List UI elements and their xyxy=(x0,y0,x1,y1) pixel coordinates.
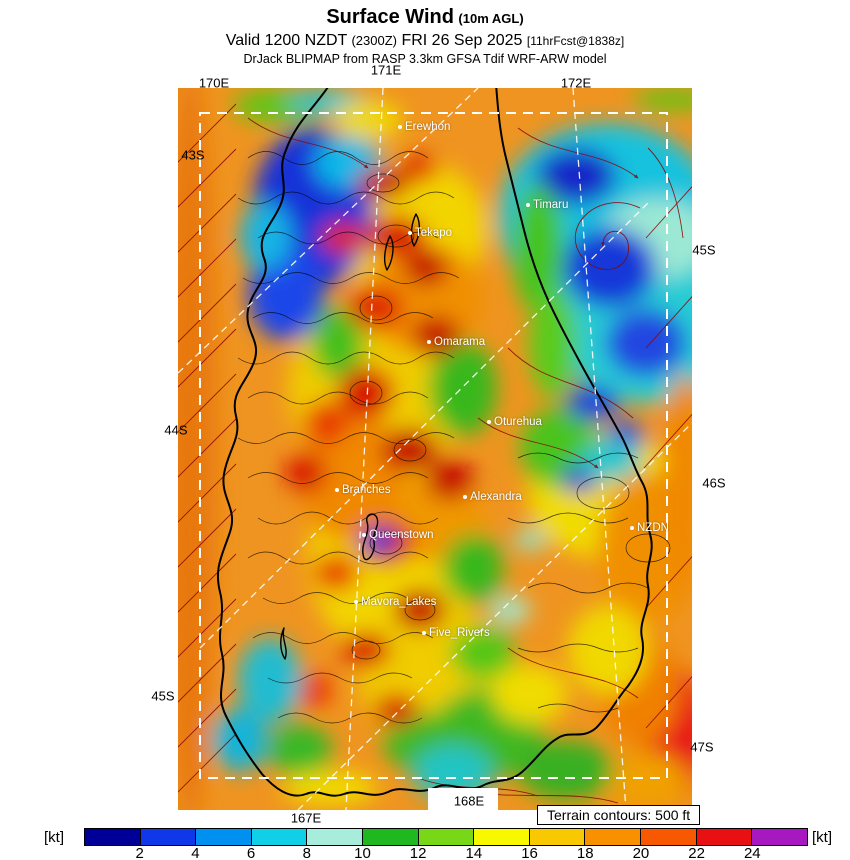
valid-date: FRI 26 Sep 2025 xyxy=(401,32,523,49)
colorbar-segment-12 xyxy=(696,829,753,845)
colorbar-tick-22: 22 xyxy=(688,845,705,860)
colorbar-segment-6 xyxy=(363,829,419,845)
colorbar-tick-16: 16 xyxy=(521,845,538,860)
colorbar-segment-10 xyxy=(585,829,642,845)
page-title: Surface Wind xyxy=(326,6,454,28)
title-line: Surface Wind (10m AGL) xyxy=(0,5,850,30)
colorbar-segment-9 xyxy=(529,829,586,845)
colorbar-segment-2 xyxy=(140,829,197,845)
header: Surface Wind (10m AGL) Valid 1200 NZDT (… xyxy=(0,5,850,68)
colorbar-segment-4 xyxy=(251,829,308,845)
colorbar-segment-3 xyxy=(196,829,252,845)
axis-label-46s-7: 46S xyxy=(702,475,726,491)
colorbar-segment-13 xyxy=(752,829,807,845)
colorbar-tick-6: 6 xyxy=(246,845,256,860)
colorbar-tick-20: 20 xyxy=(632,845,650,860)
colorbar-segment-7 xyxy=(418,829,475,845)
colorbar-segment-11 xyxy=(641,829,697,845)
unit-label-right: [kt] xyxy=(812,829,833,846)
map-notch xyxy=(428,788,498,810)
colorbar-tick-4: 4 xyxy=(191,845,200,860)
terrain-contours xyxy=(237,151,671,724)
colorbar-segment-8 xyxy=(474,829,530,845)
graticule xyxy=(178,88,692,810)
colorbar-tick-10: 10 xyxy=(354,845,371,860)
colorbar-tick-12: 12 xyxy=(409,845,427,860)
domain-boundary xyxy=(199,112,668,779)
colorbar-tick-24: 24 xyxy=(743,845,761,860)
model-line: DrJack BLIPMAP from RASP 3.3km GFSA Tdif… xyxy=(243,52,607,66)
coastline xyxy=(216,88,653,797)
forecast-hour: [11hrFcst@1838z] xyxy=(526,34,625,48)
wind-field-blobs xyxy=(178,88,692,810)
colorbar-tick-8: 8 xyxy=(302,845,311,860)
colorbar-segment-1 xyxy=(85,829,141,845)
terrain-note-text: Terrain contours: 500 ft xyxy=(547,807,691,823)
wind-map xyxy=(178,88,692,810)
unit-label-left: [kt] xyxy=(44,829,65,846)
colorbar-tick-18: 18 xyxy=(576,845,594,860)
wind-field-svg xyxy=(178,88,692,810)
colorbar-tick-2: 2 xyxy=(135,845,144,860)
valid-prefix: Valid 1200 NZDT xyxy=(225,32,348,49)
valid-zulu: (2300Z) xyxy=(351,33,397,48)
colorbar-segment-5 xyxy=(307,829,364,845)
valid-time-line: Valid 1200 NZDT (2300Z) FRI 26 Sep 2025 … xyxy=(0,31,850,51)
colorbar xyxy=(84,828,808,846)
page-title-unit: (10m AGL) xyxy=(458,11,524,26)
colorbar-ticks: 2 4 6 8 10 12 14 16 18 20 22 24 xyxy=(84,845,808,860)
axis-label-47s-8: 47S xyxy=(690,739,714,755)
colorbar-tick-14: 14 xyxy=(465,845,483,860)
axis-label-45s-5: 45S xyxy=(151,688,175,704)
axis-label-45s-6: 45S xyxy=(692,242,716,258)
axis-label-167e-9: 167E xyxy=(290,810,322,826)
terrain-contours-note: Terrain contours: 500 ft xyxy=(537,805,701,825)
